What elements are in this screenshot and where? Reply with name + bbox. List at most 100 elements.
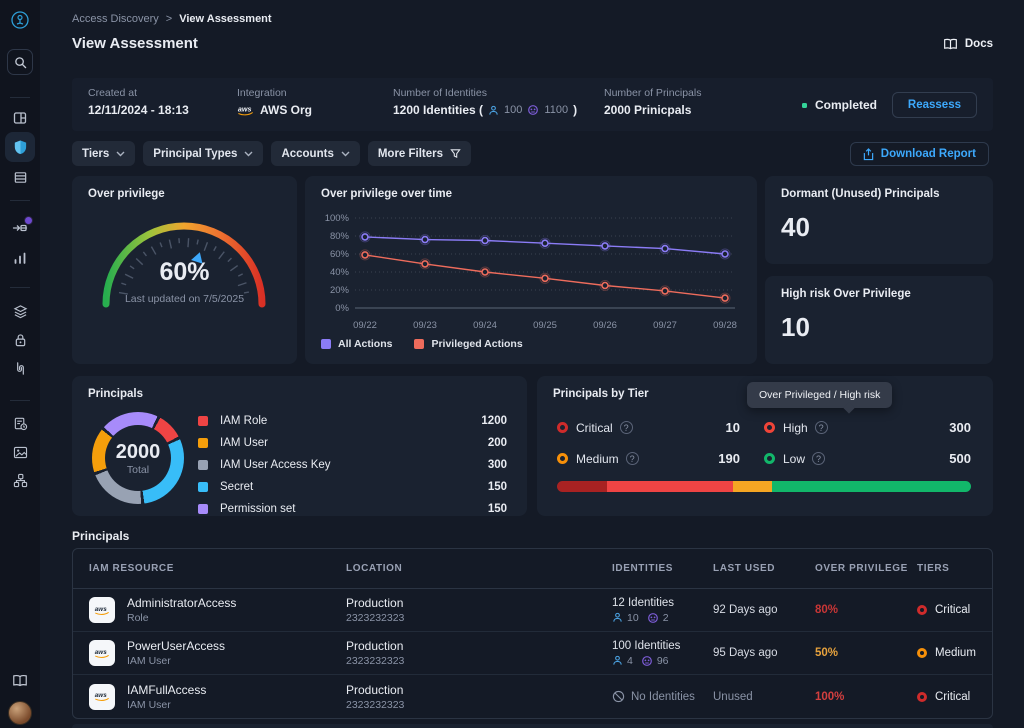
tier-tooltip: Over Privileged / High risk [747, 382, 893, 414]
high-risk-over-privilege-card: High risk Over Privilege 10 [765, 276, 993, 364]
sidebar-search-button[interactable] [0, 49, 40, 75]
donut-total-label: Total [126, 463, 150, 476]
notification-badge [24, 216, 33, 225]
sidebar-divider [10, 200, 30, 201]
table-row[interactable]: aws IAMFullAccess IAM User Production 2323… [73, 675, 992, 718]
stat-value: 10 [781, 312, 810, 342]
sidebar-item-dashboard[interactable] [0, 109, 40, 127]
sidebar-item-reports[interactable] [0, 414, 40, 432]
legend-iam-user-access-key: IAM User Access Key 300 [198, 454, 507, 476]
col-last-used[interactable]: LAST USED [713, 563, 776, 574]
summary-identities: Number of Identities 1200 Identities ( 1… [393, 87, 578, 117]
col-over-privilege[interactable]: OVER PRIVILEGE [815, 563, 908, 574]
help-icon[interactable]: ? [619, 421, 633, 434]
chart-legend: All Actions Privileged Actions [321, 338, 523, 350]
legend-iam-user: IAM User 200 [198, 432, 507, 454]
sidebar-item-network[interactable] [0, 471, 40, 489]
sidebar-item-pipelines[interactable] [0, 216, 40, 237]
machine-identity-icon [641, 655, 652, 666]
tier-ring-icon [917, 605, 927, 615]
svg-text:80%: 80% [330, 231, 350, 242]
sidebar-item-gallery[interactable] [0, 443, 40, 461]
svg-text:aws: aws [95, 648, 107, 655]
svg-text:60%: 60% [330, 249, 350, 260]
docs-label: Docs [964, 38, 993, 50]
over-privilege-value: 50% [815, 647, 839, 659]
medium-ring-icon [557, 453, 568, 464]
page-title: View Assessment [72, 35, 198, 52]
col-identities[interactable]: IDENTITIES [612, 563, 674, 574]
dormant-principals-card: Dormant (Unused) Principals 40 [765, 176, 993, 264]
sidebar-item-inventory[interactable] [0, 168, 40, 186]
stat-value: 40 [781, 212, 810, 242]
tier-ring-icon [917, 691, 927, 702]
svg-text:40%: 40% [330, 267, 350, 278]
sidebar-item-access-discovery-active[interactable] [0, 132, 40, 162]
book-icon [943, 38, 957, 50]
gauge-card-title: Over privilege [88, 188, 165, 200]
principals-donut-chart: 2000 Total [92, 412, 184, 504]
svg-text:09/27: 09/27 [653, 320, 677, 331]
sidebar-item-integrations[interactable] [0, 359, 40, 377]
svg-text:09/28: 09/28 [713, 320, 737, 331]
book-icon [13, 674, 27, 686]
no-identities-icon [612, 690, 625, 703]
legend-permission-set: Permission set 150 [198, 498, 507, 520]
breadcrumb-separator: > [165, 13, 173, 25]
legend-all-actions: All Actions [321, 338, 392, 350]
sidebar-item-secrets[interactable] [0, 331, 40, 349]
tier-distribution-bar [557, 481, 971, 492]
download-report-button[interactable]: Download Report [849, 142, 989, 166]
help-icon[interactable]: ? [812, 452, 826, 465]
breadcrumb-access-discovery[interactable]: Access Discovery [72, 13, 159, 25]
search-icon [7, 49, 33, 75]
legend-swatch [414, 339, 425, 349]
legend-secret: Secret 150 [198, 476, 507, 498]
tiers-filter[interactable]: Tiers [72, 141, 136, 166]
svg-text:09/22: 09/22 [353, 320, 377, 331]
principals-table: IAM RESOURCE LOCATION IDENTITIES LAST US… [72, 548, 993, 719]
svg-text:aws: aws [95, 605, 107, 612]
table-row[interactable]: aws AdministratorAccess Role Production 23… [73, 589, 992, 632]
docs-button[interactable]: Docs [943, 38, 993, 50]
tier-medium: Medium ? 190 [557, 451, 764, 466]
svg-text:100%: 100% [325, 213, 350, 224]
machine-identity-icon [528, 105, 539, 115]
principals-by-tier-card: Principals by Tier Over Privileged / Hig… [537, 376, 993, 516]
aws-resource-icon: aws [89, 683, 115, 710]
over-privilege-over-time-card: Over privilege over time 0% 20% 40% 60% 80% 1… [305, 176, 757, 364]
svg-text:20%: 20% [330, 285, 350, 296]
over-privilege-value: 100% [815, 690, 845, 703]
integration-value: AWS Org [260, 103, 313, 117]
over-privilege-value: 80% [815, 604, 839, 616]
summary-principals: Number of Principals 2000 Prinicpals [604, 87, 702, 117]
sidebar-divider [10, 97, 30, 98]
svg-text:aws: aws [238, 104, 252, 113]
principals-card-title: Principals [88, 388, 143, 400]
help-icon[interactable]: ? [625, 452, 639, 465]
donut-total: 2000 [115, 440, 161, 463]
svg-text:09/23: 09/23 [413, 320, 437, 331]
sidebar-item-analytics[interactable] [0, 249, 40, 267]
app-logo-icon[interactable] [0, 8, 40, 32]
table-row[interactable]: aws PowerUserAccess IAM User Production 23… [73, 632, 992, 675]
reassess-button[interactable]: Reassess [891, 92, 977, 118]
more-filters-button[interactable]: More Filters [367, 141, 472, 166]
tier-card-title: Principals by Tier [553, 388, 649, 400]
aws-logo-icon: aws [238, 104, 253, 116]
svg-text:09/25: 09/25 [533, 320, 557, 331]
col-location[interactable]: LOCATION [346, 563, 403, 574]
principal-types-filter[interactable]: Principal Types [143, 141, 264, 166]
avatar [8, 701, 32, 725]
col-tiers[interactable]: TIERS [917, 563, 950, 574]
user-avatar[interactable] [0, 700, 40, 726]
accounts-filter[interactable]: Accounts [271, 141, 360, 166]
sidebar-item-docs[interactable] [0, 671, 40, 689]
help-icon[interactable]: ? [814, 421, 828, 434]
sidebar-item-layers[interactable] [0, 302, 40, 320]
tier-high: High ? 300 [764, 420, 971, 435]
human-identity-icon [613, 612, 622, 622]
svg-text:09/24: 09/24 [473, 320, 497, 331]
high-ring-icon [764, 422, 775, 433]
col-iam-resource[interactable]: IAM RESOURCE [89, 563, 174, 574]
